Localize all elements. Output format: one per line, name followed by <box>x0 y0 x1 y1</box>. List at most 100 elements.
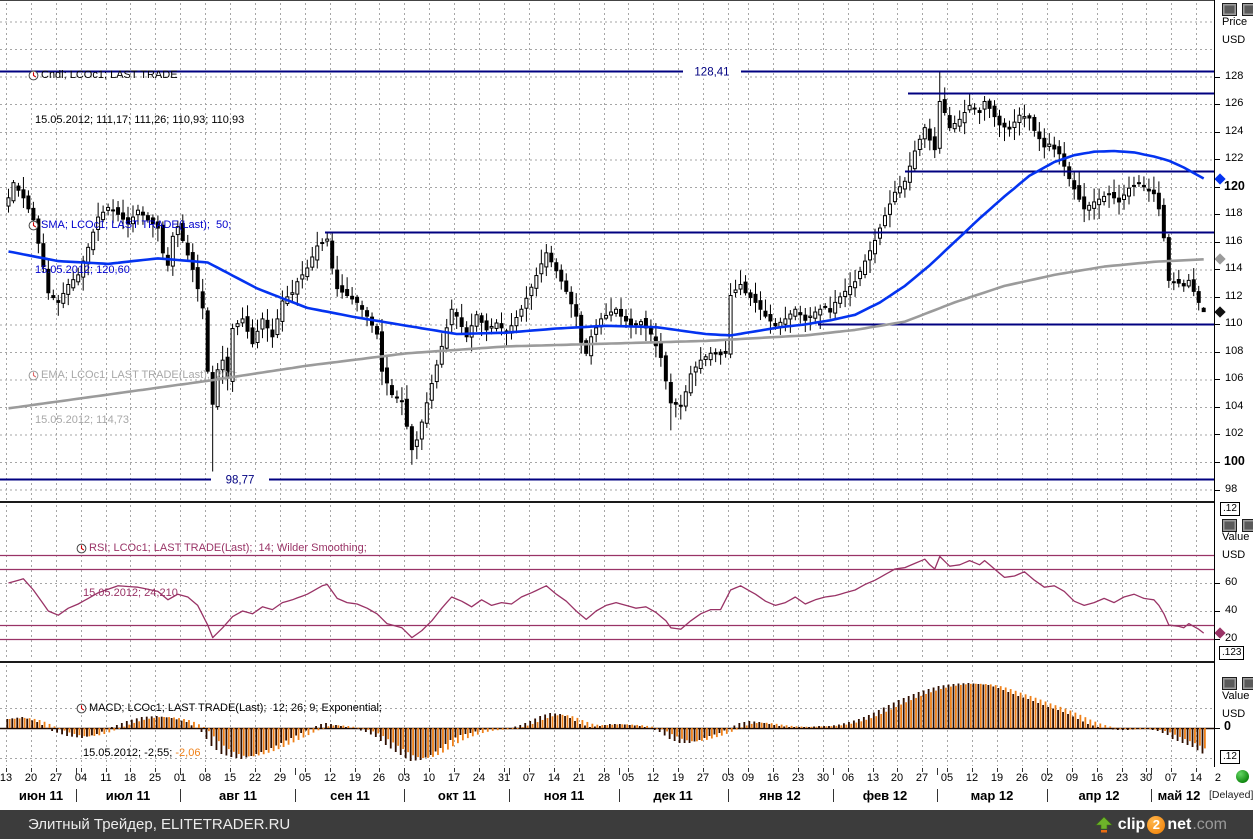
month-separator <box>1047 789 1048 802</box>
day-label: 03 <box>397 772 411 784</box>
macd-last-value: 15.05.2012; -2,55; <box>83 747 176 759</box>
price-tick-label: 108 <box>1225 345 1244 357</box>
macd-axis-unit: USD <box>1222 708 1246 720</box>
rsi-axis-title: Value <box>1222 531 1250 543</box>
week-tick <box>529 768 530 772</box>
month-separator <box>404 789 405 802</box>
week-tick <box>873 768 874 772</box>
week-tick <box>922 768 923 772</box>
week-tick <box>155 768 156 772</box>
candlestick-series <box>6 71 1206 479</box>
maximize-button[interactable] <box>1222 3 1237 16</box>
day-label: 30 <box>1139 772 1153 784</box>
legend-item-candle[interactable]: Cndl; LCOc1; LAST TRADE 15.05.2012; 111,… <box>28 38 244 158</box>
day-label: 05 <box>298 772 312 784</box>
month-tick <box>180 768 181 775</box>
close-button[interactable] <box>1242 519 1253 532</box>
main-scale-button[interactable]: .12 <box>1220 502 1240 516</box>
price-tick <box>1215 132 1220 133</box>
price-tick <box>1215 242 1220 243</box>
connection-status-icon <box>1236 770 1249 783</box>
day-label: 09 <box>1065 772 1079 784</box>
price-tick <box>1215 269 1220 270</box>
maximize-button[interactable] <box>1222 519 1237 532</box>
price-tick <box>1215 434 1220 435</box>
day-label: 24 <box>472 772 486 784</box>
macd-tick <box>1215 728 1220 729</box>
legend-item-sma[interactable]: SMA; LCOc1; LAST TRADE(Last); 50; 15.05.… <box>28 188 244 308</box>
clip2net-logo[interactable]: clip 2 net .com <box>1095 810 1227 839</box>
month-tick <box>833 768 834 775</box>
macd-histogram <box>0 683 1215 761</box>
price-tick <box>1215 77 1220 78</box>
day-label: 13 <box>866 772 880 784</box>
month-separator <box>1151 789 1152 802</box>
day-label: 21 <box>572 772 586 784</box>
series-refresh-icon <box>28 70 39 81</box>
legend-rsi-name: RSI; LCOc1; LAST TRADE(Last); 14; Wilder… <box>89 542 367 554</box>
svg-text:98,77: 98,77 <box>226 475 255 487</box>
close-button[interactable] <box>1242 677 1253 690</box>
sma50-line <box>8 149 1205 337</box>
week-tick <box>628 768 629 772</box>
price-tick <box>1215 297 1220 298</box>
macd-scale-button[interactable]: .12 <box>1220 750 1240 764</box>
week-tick <box>479 768 480 772</box>
month-label: май 12 <box>1157 788 1201 803</box>
macd-axis-title: Value <box>1222 690 1250 702</box>
month-separator <box>833 789 834 802</box>
rsi-legend[interactable]: RSI; LCOc1; LAST TRADE(Last); 14; Wilder… <box>76 511 367 616</box>
month-separator <box>180 789 181 802</box>
day-label: 12 <box>965 772 979 784</box>
day-label: 12 <box>323 772 337 784</box>
day-label: 19 <box>671 772 685 784</box>
footer-text: Элитный Трейдер, ELITETRADER.RU <box>28 816 291 833</box>
day-label: 26 <box>372 772 386 784</box>
week-tick <box>379 768 380 772</box>
price-tick <box>1215 407 1220 408</box>
week-tick <box>1196 768 1197 772</box>
series-refresh-icon <box>76 543 87 554</box>
week-tick <box>653 768 654 772</box>
price-axis: Price USD 128 126 124 122 120 118 116 114 112 110 10… <box>1215 0 1253 768</box>
month-separator <box>509 789 510 802</box>
week-tick <box>554 768 555 772</box>
month-tick <box>76 768 77 775</box>
logo-com: .com <box>1192 816 1227 833</box>
logo-2-icon: 2 <box>1147 815 1166 834</box>
close-button[interactable] <box>1242 3 1253 16</box>
month-tick <box>1151 768 1152 775</box>
month-separator <box>619 789 620 802</box>
day-label: 29 <box>273 772 287 784</box>
date-axis: 13 20 27 04 11 18 25 01 08 15 22 29 05 12 19 26 03 10 17 24… <box>0 767 1253 810</box>
footer-bar: Элитный Трейдер, ELITETRADER.RU clip 2 n… <box>0 810 1253 839</box>
legend-item-ema[interactable]: EMA; LCOc1; LAST TRADE(Last); 200; 15.05… <box>28 338 244 458</box>
month-separator <box>937 789 938 802</box>
day-label: 23 <box>1115 772 1129 784</box>
price-tick-label: 122 <box>1225 152 1244 164</box>
price-tick <box>1215 104 1220 105</box>
price-tick <box>1215 187 1220 188</box>
legend-macd-name: MACD; LCOc1; LAST TRADE(Last); 12; 26; 9… <box>89 702 383 714</box>
day-label: 20 <box>890 772 904 784</box>
month-label: авг 11 <box>219 788 257 803</box>
day-label: 19 <box>348 772 362 784</box>
maximize-button[interactable] <box>1222 677 1237 690</box>
legend-sma-name: SMA; LCOc1; LAST TRADE(Last); 50; <box>41 219 232 231</box>
macd-legend[interactable]: MACD; LCOc1; LAST TRADE(Last); 12; 26; 9… <box>76 671 382 776</box>
week-tick <box>1072 768 1073 772</box>
day-label: 07 <box>1164 772 1178 784</box>
month-label: июн 11 <box>18 788 64 803</box>
week-tick <box>1022 768 1023 772</box>
day-label: 14 <box>547 772 561 784</box>
day-label: 23 <box>791 772 805 784</box>
series-refresh-icon <box>28 370 39 381</box>
price-tick <box>1215 490 1220 491</box>
chart-plot-area[interactable]: 128,41 98,77 <box>0 0 1215 768</box>
rsi-scale-button[interactable]: .123 <box>1219 646 1245 660</box>
logo-clip: clip <box>1117 816 1146 833</box>
macd-tick-label: 0 <box>1224 719 1231 733</box>
week-tick <box>579 768 580 772</box>
week-tick <box>1122 768 1123 772</box>
week-tick <box>798 768 799 772</box>
